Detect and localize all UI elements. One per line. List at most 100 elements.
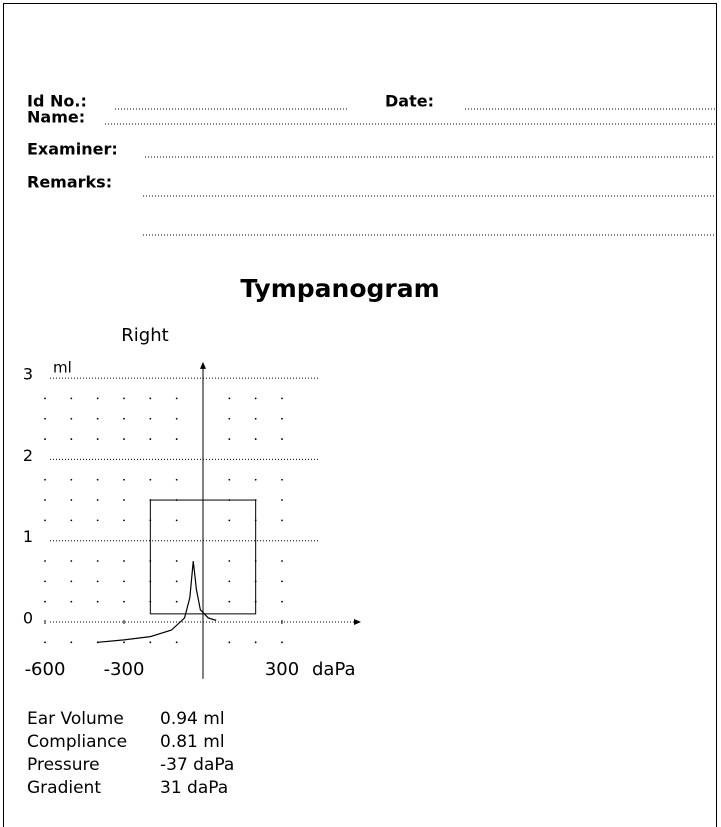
result-value: 0.94 ml (160, 709, 225, 729)
y-axis-label: ml (53, 359, 72, 377)
grid-dot (281, 417, 283, 420)
grid-dot (228, 438, 231, 440)
result-value: 31 daPa (160, 778, 228, 798)
grid-dot (123, 478, 125, 481)
grid-dot (96, 438, 99, 440)
grid-dot (281, 478, 283, 481)
grid-dot (70, 519, 73, 522)
field-label: Name: (27, 108, 85, 127)
grid-dot (44, 438, 46, 440)
x-axis-arrow (354, 619, 361, 625)
grid-dot (281, 600, 283, 603)
grid-dot (254, 641, 257, 644)
grid-dot (149, 641, 152, 644)
grid-dot (149, 478, 152, 481)
y-tick-label: 3 (23, 365, 33, 384)
grid-dot (175, 478, 178, 481)
grid-dot (123, 438, 125, 440)
grid-dot (281, 438, 283, 440)
grid-dot (44, 600, 46, 603)
chart-subtitle: Right (121, 325, 168, 346)
page-border (3, 3, 717, 827)
grid-dot (175, 438, 178, 440)
grid-dot (123, 600, 125, 603)
field-label: Remarks: (27, 173, 112, 192)
grid-dot (254, 478, 257, 481)
grid-dot (44, 519, 46, 522)
result-value: -37 daPa (160, 755, 234, 775)
grid-dot (44, 499, 46, 501)
grid-dot (149, 417, 152, 420)
y-axis-arrow (200, 361, 206, 369)
grid-dot (149, 397, 152, 400)
result-value: 0.81 ml (160, 732, 225, 752)
field-label: Examiner: (27, 140, 118, 159)
grid-dot (254, 438, 257, 440)
x-tick-label: -600 (25, 659, 66, 680)
grid-dot (44, 417, 46, 420)
grid-dot (96, 478, 99, 481)
grid-dot (96, 417, 99, 420)
grid-dot (70, 580, 73, 583)
y-tick-label: 1 (23, 527, 33, 546)
grid-dot (175, 560, 178, 562)
grid-dot (44, 580, 46, 583)
chart-title: Tympanogram (240, 274, 439, 303)
grid-dot (123, 580, 125, 583)
grid-dot (96, 580, 99, 583)
result-label: Compliance (27, 732, 127, 752)
grid-dot (281, 580, 283, 583)
grid-dot (70, 600, 73, 603)
grid-dot (96, 600, 99, 603)
grid-dot (96, 560, 99, 562)
grid-dot (96, 499, 99, 501)
grid-dot (228, 478, 231, 481)
grid-dot (281, 397, 283, 400)
x-tick-label: -300 (104, 659, 145, 680)
field-label: Id No.: (27, 92, 87, 111)
grid-dot (44, 560, 46, 562)
grid-dot (44, 397, 46, 400)
grid-dot (123, 641, 125, 644)
grid-dot (281, 560, 283, 562)
result-label: Gradient (27, 778, 101, 798)
grid-dot (44, 478, 46, 481)
tympanogram-curve (97, 560, 217, 643)
x-tick-label: 300 (265, 659, 299, 680)
x-axis-label: daPa (312, 659, 356, 680)
grid-dot (175, 641, 178, 644)
grid-dot (175, 580, 178, 583)
pressure-box (149, 499, 257, 615)
grid-dot (281, 641, 283, 644)
grid-dot (175, 519, 178, 522)
grid-dot (228, 600, 231, 603)
grid-dot (228, 417, 231, 420)
grid-dot (123, 519, 125, 522)
result-label: Pressure (27, 755, 100, 775)
grid-dot (70, 397, 73, 400)
grid-dot (254, 397, 257, 400)
grid-dot (70, 417, 73, 420)
grid-dot (70, 438, 73, 440)
grid-dot (96, 397, 99, 400)
grid-dot (123, 397, 125, 400)
grid-dot (149, 438, 152, 440)
grid-dot (228, 560, 231, 562)
grid-dot (123, 499, 125, 501)
grid-dot (281, 519, 283, 522)
grid-dot (281, 499, 283, 501)
y-tick-label: 2 (23, 446, 33, 465)
grid-dot (228, 641, 231, 644)
grid-dot (175, 417, 178, 420)
grid-dot (44, 641, 46, 644)
grid-dot (96, 519, 99, 522)
field-label: Date: (385, 92, 434, 111)
grid-dot (228, 519, 231, 522)
grid-dot (123, 417, 125, 420)
grid-dot (175, 397, 178, 400)
result-label: Ear Volume (27, 709, 124, 729)
grid-dot (254, 417, 257, 420)
grid-dot (123, 560, 125, 562)
grid-dot (228, 397, 231, 400)
